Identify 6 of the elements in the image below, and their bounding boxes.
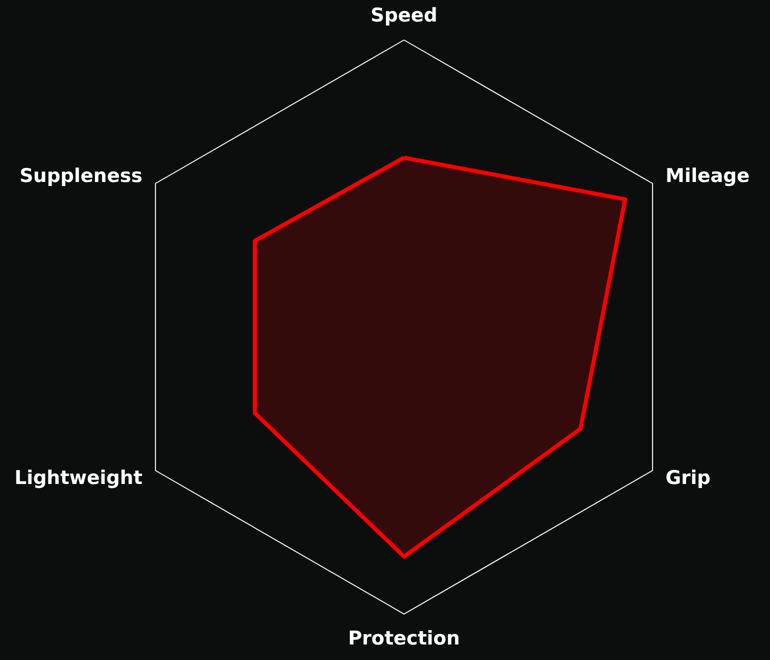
spoke-label: Protection bbox=[348, 628, 460, 650]
spoke-label: Lightweight bbox=[14, 467, 142, 489]
spoke-label: Mileage bbox=[666, 165, 750, 187]
spoke-label: Suppleness bbox=[20, 165, 142, 187]
spoke-label: Speed bbox=[370, 4, 438, 26]
spoke-label: Grip bbox=[666, 467, 711, 489]
